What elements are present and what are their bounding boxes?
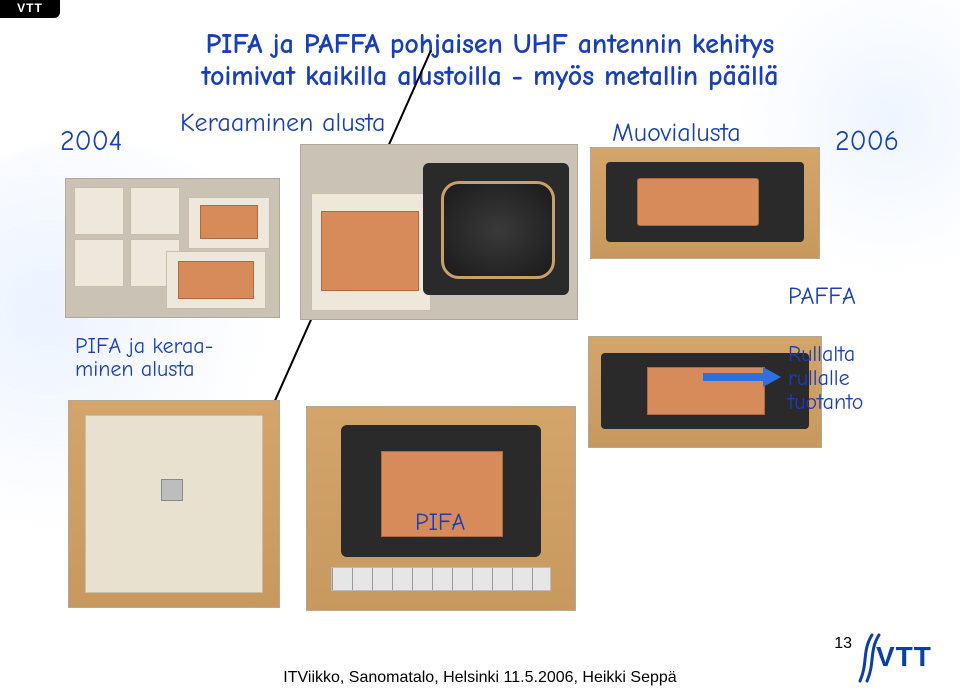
rullalta-line2: rullalle [788,365,850,391]
photo-paffa-right [590,147,820,259]
footer-text: ITViikko, Sanomatalo, Helsinki 11.5.2006… [0,669,960,687]
vtt-logo-text: VTT [876,641,932,673]
page-number: 13 [834,635,852,653]
label-pifa-bottom: PIFA [415,508,465,536]
photo-pifa-ceramic-substrate [68,400,280,608]
label-pifa-ceramic: PIFA ja keraa- minen alusta [75,335,214,381]
photo-roll-to-roll [588,336,822,448]
rullalta-line3: tuotanto [788,389,863,415]
vtt-logo: VTT [858,633,944,683]
pifa-ceramic-line2: minen alusta [75,356,194,382]
label-ceramic-substrate: Keraaminen alusta [180,108,385,138]
label-roll-to-roll: Rullalta rullalle tuotanto [788,342,863,415]
year-right: 2006 [835,125,899,157]
photo-ceramic-tiles [65,178,280,318]
org-tab: VTT [0,0,60,18]
pifa-ceramic-line1: PIFA ja keraa- [75,333,214,359]
title-line1: PIFA ja PAFFA pohjaisen UHF antennin keh… [206,28,775,60]
label-paffa-right: PAFFA [788,282,856,310]
slide-title: PIFA ja PAFFA pohjaisen UHF antennin keh… [90,28,890,92]
org-name: VTT [0,0,60,16]
title-line2: toimivat kaikilla alustoilla - myös meta… [201,60,778,92]
rullalta-line1: Rullalta [788,341,855,367]
arrow-icon [703,370,783,384]
photo-paffa-center [300,144,578,320]
ruler-icon [331,567,551,591]
slide: VTT PIFA ja PAFFA pohjaisen UHF antennin… [0,0,960,697]
year-left: 2004 [60,125,122,157]
label-plastic-substrate: Muovialusta [612,118,741,148]
